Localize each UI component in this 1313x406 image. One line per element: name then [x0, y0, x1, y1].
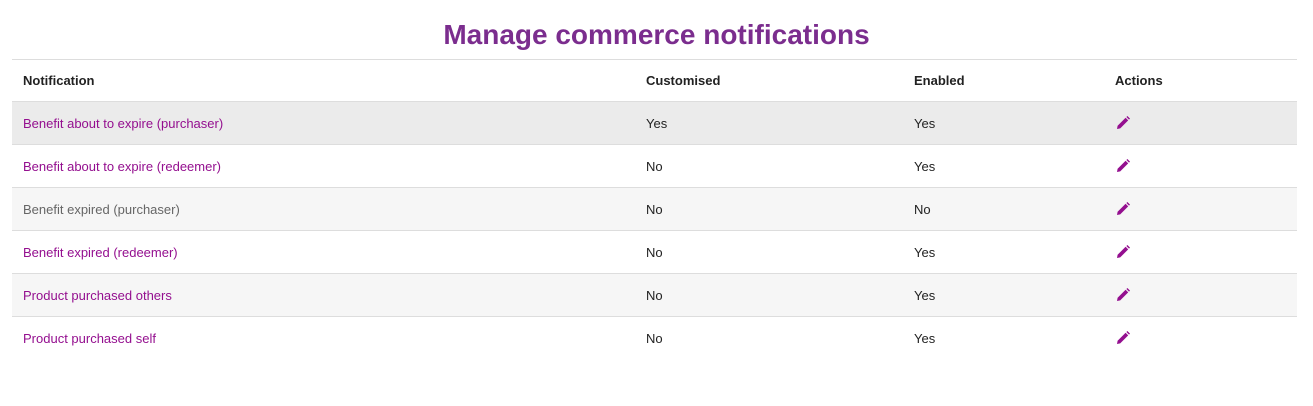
actions-cell [1104, 317, 1297, 360]
pencil-edit-icon[interactable] [1115, 158, 1131, 174]
table-row: Benefit about to expire (purchaser) Yes … [12, 101, 1297, 145]
enabled-cell: Yes [914, 330, 936, 346]
notification-cell: Benefit expired (redeemer) [12, 230, 635, 274]
customised-cell: Yes [635, 101, 903, 145]
table-row: Benefit expired (redeemer) No Yes [12, 230, 1297, 274]
table-row: Product purchased others No Yes [12, 273, 1297, 317]
enabled-cell: Yes [903, 273, 1104, 317]
pencil-edit-icon[interactable] [1115, 201, 1131, 217]
enabled-cell: Yes [903, 144, 1104, 188]
notification-cell: Benefit about to expire (purchaser) [12, 101, 635, 145]
actions-cell [1104, 101, 1297, 145]
enabled-cell: No [903, 187, 1104, 231]
customised-cell: No [635, 187, 903, 231]
notifications-table: Notification Customised Enabled Actions … [12, 59, 1297, 359]
notification-link[interactable]: Benefit expired (redeemer) [23, 244, 178, 260]
pencil-edit-icon[interactable] [1115, 244, 1131, 260]
notification-link[interactable]: Product purchased self [23, 330, 156, 346]
table-row: Product purchased self No Yes [12, 317, 1297, 360]
notification-cell: Product purchased others [12, 273, 635, 317]
enabled-cell: Yes [903, 230, 1104, 274]
table-header: Notification Customised Enabled Actions [12, 59, 1297, 102]
pencil-edit-icon[interactable] [1115, 330, 1131, 346]
notification-link[interactable]: Product purchased others [23, 287, 172, 303]
actions-cell [1104, 273, 1297, 317]
notification-link[interactable]: Benefit expired (purchaser) [23, 201, 180, 217]
enabled-cell: Yes [903, 101, 1104, 145]
customised-cell: No [635, 273, 903, 317]
table-row: Benefit about to expire (redeemer) No Ye… [12, 144, 1297, 188]
table-row: Benefit expired (purchaser) No No [12, 187, 1297, 231]
header-customised: Customised [635, 59, 903, 102]
header-row: Notification Customised Enabled Actions [12, 59, 1297, 102]
notification-cell: Benefit about to expire (redeemer) [12, 144, 635, 188]
page-title: Manage commerce notifications [443, 19, 870, 50]
header-notification: Notification [12, 59, 635, 102]
notification-cell: Benefit expired (purchaser) [12, 187, 635, 231]
customised-cell: No [646, 330, 663, 346]
pencil-edit-icon[interactable] [1115, 287, 1131, 303]
actions-cell [1104, 230, 1297, 274]
notification-link[interactable]: Benefit about to expire (redeemer) [23, 158, 221, 174]
table-body: Benefit about to expire (purchaser) Yes … [12, 101, 1297, 360]
header-enabled: Enabled [903, 59, 1104, 102]
notification-link[interactable]: Benefit about to expire (purchaser) [23, 115, 224, 131]
header-actions: Actions [1104, 59, 1297, 102]
notification-cell: Product purchased self [12, 317, 635, 360]
pencil-edit-icon[interactable] [1115, 115, 1131, 131]
customised-cell: No [635, 230, 903, 274]
actions-cell [1104, 187, 1297, 231]
customised-cell: No [635, 144, 903, 188]
actions-cell [1104, 144, 1297, 188]
